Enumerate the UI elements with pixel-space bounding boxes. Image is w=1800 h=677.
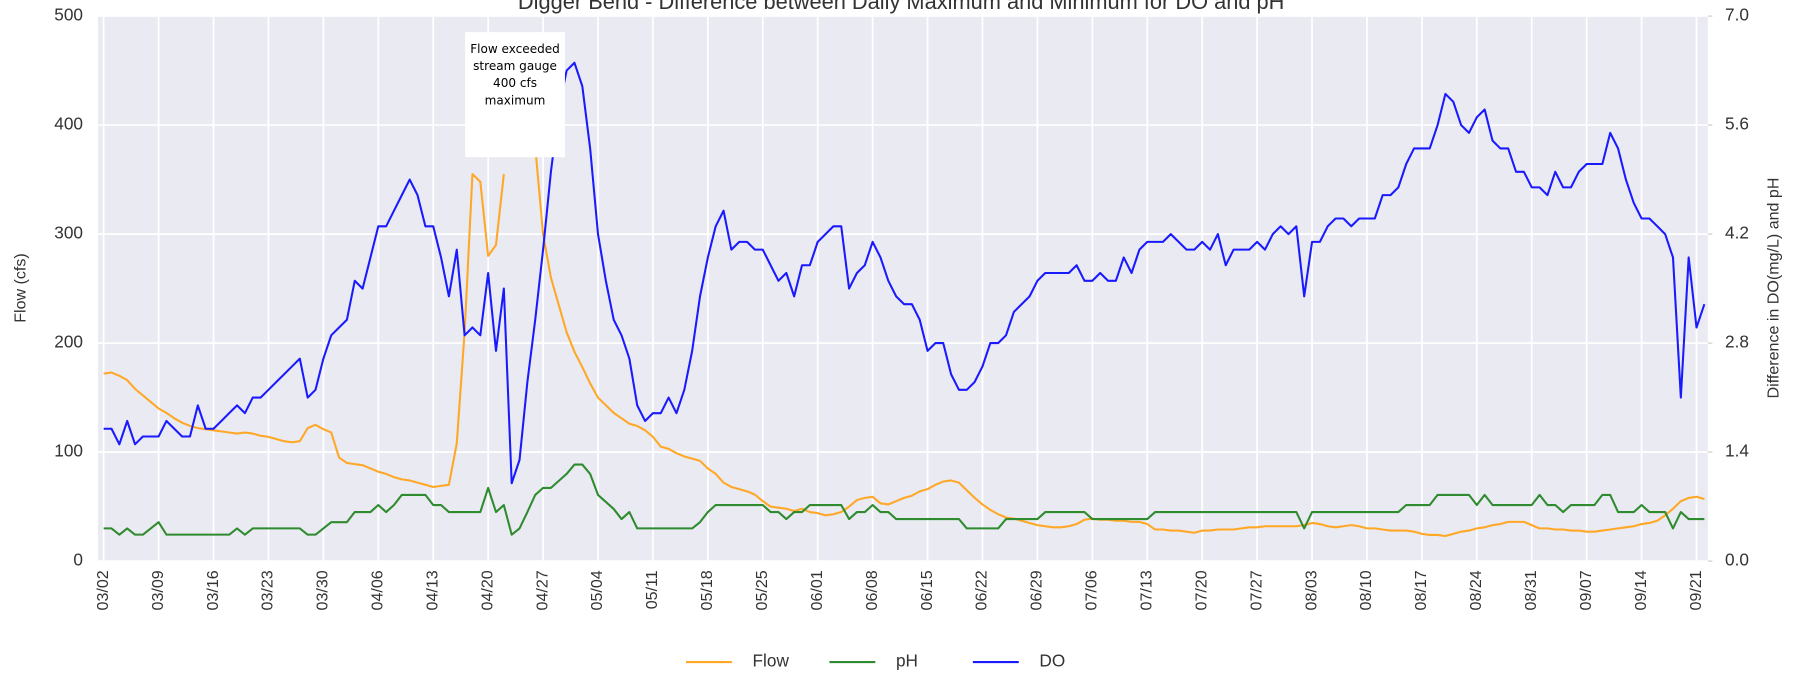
y2-axis-label: Difference in DO(mg/L) and pH <box>1765 178 1783 399</box>
y-axis-label: Flow (cfs) <box>11 253 29 323</box>
series-line <box>103 61 1706 485</box>
y2-tick-label: 7.0 <box>1725 5 1749 25</box>
x-tick-label: 08/24 <box>1467 570 1485 610</box>
legend: Flow pH DO <box>685 651 1065 671</box>
x-tick-label: 03/23 <box>259 570 277 610</box>
x-tick-label: 05/04 <box>588 570 606 610</box>
x-tick-label: 04/20 <box>478 570 496 610</box>
x-tick-label: 06/29 <box>1028 570 1046 610</box>
legend-label: pH <box>896 651 918 671</box>
x-tick-label: 06/01 <box>808 570 826 610</box>
y-tick-label: 100 <box>54 441 83 461</box>
chart-title: Digger Bend - Difference between Daily M… <box>518 0 1284 14</box>
x-tick-label: 03/09 <box>149 570 167 610</box>
y2-tick-label: 5.6 <box>1725 114 1749 134</box>
x-tick-label: 05/18 <box>698 570 716 610</box>
x-tick-label: 08/10 <box>1357 570 1375 610</box>
x-tick-label: 03/30 <box>314 570 332 610</box>
x-tick-label: 09/21 <box>1687 570 1705 610</box>
x-tick-label: 08/03 <box>1302 570 1320 610</box>
lines <box>103 61 1706 538</box>
grid <box>97 15 1713 562</box>
plot-area <box>97 16 1708 562</box>
y-tick-label: 200 <box>54 332 83 352</box>
x-tick-label: 07/20 <box>1192 570 1210 610</box>
x-tick-label: 04/06 <box>369 570 387 610</box>
x-tick-label: 09/07 <box>1577 570 1595 610</box>
x-tick-label: 04/13 <box>423 570 441 610</box>
annotation: Flow exceeded stream gauge 400 cfs maxim… <box>470 42 560 108</box>
y-tick-label: 400 <box>54 114 83 134</box>
y-tick-label: 500 <box>54 5 83 25</box>
x-tick-label: 09/14 <box>1632 570 1650 610</box>
legend-label: DO <box>1039 651 1065 671</box>
y2-tick-label: 4.2 <box>1725 223 1749 243</box>
x-tick-label: 04/27 <box>533 570 551 610</box>
x-tick-label: 05/25 <box>753 570 771 610</box>
annotation-holder: Flow exceeded stream gauge 400 cfs maxim… <box>470 42 560 108</box>
x-tick-label: 03/02 <box>94 570 112 610</box>
y2-tick-label: 1.4 <box>1725 441 1749 461</box>
series-line <box>103 463 1705 536</box>
y2-tick-label: 2.8 <box>1725 332 1749 352</box>
legend-label: Flow <box>753 651 790 671</box>
x-tick-label: 07/06 <box>1083 570 1101 610</box>
x-tick-label: 06/15 <box>918 570 936 610</box>
x-tick-label: 06/08 <box>863 570 881 610</box>
labels: 0 100 200 300 400 500 0.0 1.4 2.8 4.2 5.6 7.0 03/02 0… <box>54 5 1749 611</box>
x-tick-label: 08/31 <box>1522 570 1540 610</box>
series-line <box>103 146 1705 538</box>
y2-tick-label: 0.0 <box>1725 550 1749 570</box>
x-tick-label: 07/13 <box>1138 570 1156 610</box>
y-tick-label: 0 <box>73 550 83 570</box>
x-tick-label: 06/22 <box>973 570 991 610</box>
x-tick-label: 05/11 <box>643 570 661 609</box>
x-tick-label: 07/27 <box>1247 570 1265 610</box>
y-tick-label: 300 <box>54 223 83 243</box>
x-tick-label: 08/17 <box>1412 570 1430 610</box>
x-tick-label: 03/16 <box>204 570 222 610</box>
annotation-box <box>465 32 565 158</box>
